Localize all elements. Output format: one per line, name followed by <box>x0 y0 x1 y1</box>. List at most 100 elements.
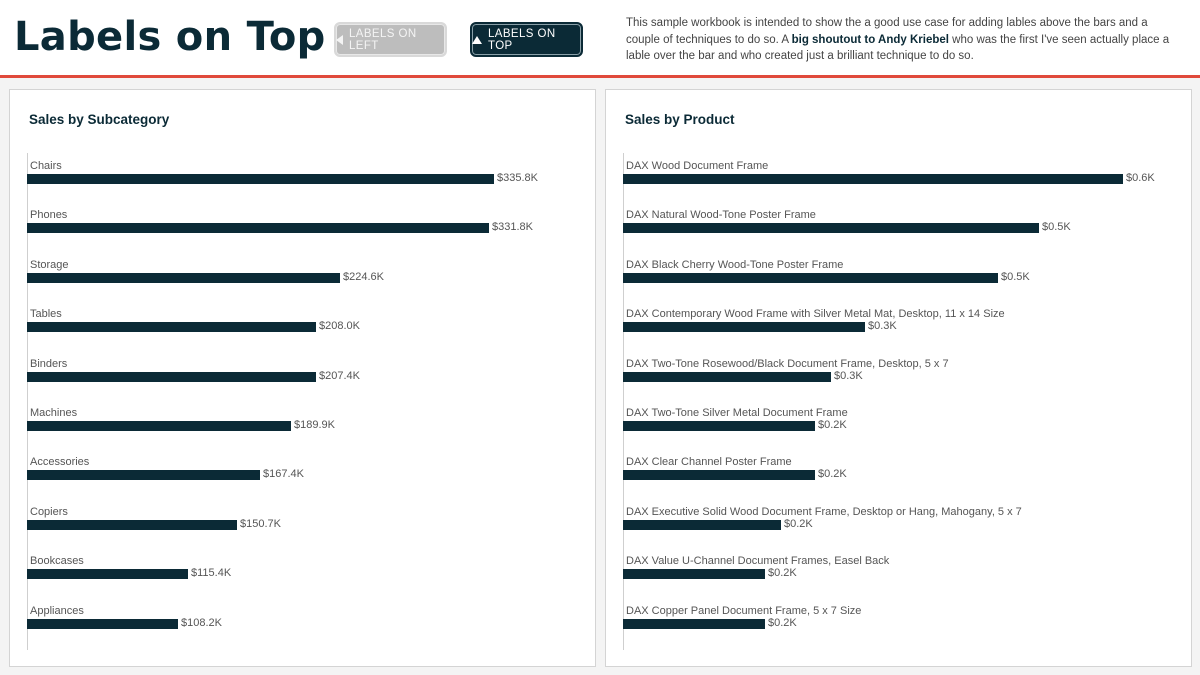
subcategory-value-label: $108.2K <box>181 616 222 629</box>
subcategory-bar-row: Phones $331.8K <box>27 209 587 249</box>
product-chart-panel: Sales by Product DAX Wood Document Frame… <box>605 89 1192 667</box>
product-value-label: $0.2K <box>768 616 797 629</box>
subcategory-value-label: $208.0K <box>319 320 360 333</box>
subcategory-chart-title: Sales by Subcategory <box>29 112 170 127</box>
labels-on-left-label: LABELS ON LEFT <box>349 27 417 52</box>
subcategory-value-label: $167.4K <box>263 468 304 481</box>
product-bar-row: DAX Wood Document Frame $0.6K <box>623 160 1183 200</box>
subcategory-category-label: Phones <box>30 209 68 222</box>
subcategory-bar[interactable] <box>27 421 291 431</box>
product-category-label: DAX Two-Tone Rosewood/Black Document Fra… <box>626 357 949 370</box>
product-value-label: $0.2K <box>818 468 847 481</box>
subcategory-category-label: Bookcases <box>30 555 84 568</box>
product-bar[interactable] <box>623 569 765 580</box>
subcategory-value-label: $150.7K <box>240 517 281 530</box>
arrow-up-icon <box>472 35 482 44</box>
product-bar[interactable] <box>623 322 865 333</box>
subcategory-bar-row: Appliances $108.2K <box>27 605 587 645</box>
page-title: Labels on Top <box>14 14 326 60</box>
product-value-label: $0.2K <box>784 517 813 530</box>
description-text-1: This sample workbook is intended to show… <box>626 17 1148 46</box>
product-bar[interactable] <box>623 421 815 431</box>
product-category-label: DAX Copper Panel Document Frame, 5 x 7 S… <box>626 604 862 617</box>
product-bar-row: DAX Contemporary Wood Frame with Silver … <box>623 308 1183 348</box>
product-bar-row: DAX Clear Channel Poster Frame $0.2K <box>623 456 1183 496</box>
header: Labels on Top LABELS ON LEFT LABELS ON T… <box>0 0 1200 78</box>
product-bar-row: DAX Copper Panel Document Frame, 5 x 7 S… <box>623 605 1183 645</box>
product-bar[interactable] <box>623 174 1123 184</box>
subcategory-category-label: Storage <box>30 258 69 271</box>
subcategory-bar-row: Binders $207.4K <box>27 358 587 398</box>
subcategory-bar[interactable] <box>27 470 260 481</box>
subcategory-category-label: Accessories <box>30 456 90 469</box>
product-value-label: $0.3K <box>868 320 897 333</box>
subcategory-bar-row: Bookcases $115.4K <box>27 555 587 595</box>
product-value-label: $0.3K <box>834 369 863 382</box>
product-category-label: DAX Wood Document Frame <box>626 160 769 172</box>
subcategory-category-label: Copiers <box>30 505 68 518</box>
product-bar-row: DAX Two-Tone Rosewood/Black Document Fra… <box>623 358 1183 398</box>
product-bar[interactable] <box>623 272 998 283</box>
subcategory-value-label: $335.8K <box>497 172 538 184</box>
product-bar[interactable] <box>623 470 815 481</box>
product-bar-row: DAX Value U-Channel Document Frames, Eas… <box>623 555 1183 595</box>
subcategory-bar[interactable] <box>27 223 489 234</box>
product-category-label: DAX Value U-Channel Document Frames, Eas… <box>626 555 890 568</box>
subcategory-category-label: Appliances <box>30 604 84 617</box>
product-category-label: DAX Natural Wood-Tone Poster Frame <box>626 209 816 222</box>
subcategory-bar[interactable] <box>27 322 316 333</box>
subcategory-bar[interactable] <box>27 174 494 184</box>
subcategory-bar[interactable] <box>27 519 237 530</box>
product-category-label: DAX Black Cherry Wood-Tone Poster Frame <box>626 258 844 271</box>
subcategory-bar-row: Machines $189.9K <box>27 407 587 447</box>
product-bar-row: DAX Executive Solid Wood Document Frame,… <box>623 506 1183 546</box>
subcategory-bar-row: Storage $224.6K <box>27 259 587 299</box>
subcategory-category-label: Tables <box>30 308 62 321</box>
product-value-label: $0.5K <box>1001 270 1030 283</box>
product-value-label: $0.6K <box>1126 172 1155 184</box>
labels-on-top-button[interactable]: LABELS ON TOP <box>470 22 583 57</box>
product-value-label: $0.2K <box>768 567 797 580</box>
subcategory-category-label: Machines <box>30 407 78 419</box>
arrow-left-icon <box>336 34 343 45</box>
description-highlight: big shoutout to Andy Kriebel <box>791 33 949 46</box>
product-bar-row: DAX Black Cherry Wood-Tone Poster Frame $… <box>623 259 1183 299</box>
subcategory-value-label: $207.4K <box>319 369 360 382</box>
subcategory-bar-row: Accessories $167.4K <box>27 456 587 496</box>
subcategory-value-label: $115.4K <box>191 567 232 580</box>
description-text-2: who was the first I've seen actually pla… <box>626 33 1170 63</box>
product-value-label: $0.5K <box>1042 221 1071 234</box>
product-category-label: DAX Executive Solid Wood Document Frame,… <box>626 505 1022 518</box>
subcategory-bar-row: Copiers $150.7K <box>27 506 587 546</box>
subcategory-bar-row: Tables $208.0K <box>27 308 587 348</box>
product-category-label: DAX Two-Tone Silver Metal Document Frame <box>626 407 848 419</box>
product-bar[interactable] <box>623 223 1039 234</box>
subcategory-bar[interactable] <box>27 618 178 629</box>
subcategory-axis-line <box>27 153 28 650</box>
product-category-label: DAX Contemporary Wood Frame with Silver … <box>626 308 1005 321</box>
product-bar[interactable] <box>623 519 781 530</box>
labels-on-left-button[interactable]: LABELS ON LEFT <box>334 22 447 57</box>
product-axis-line <box>623 153 624 650</box>
subcategory-bar-row: Chairs $335.8K <box>27 160 587 200</box>
product-bars: DAX Wood Document Frame $0.6K DAX Natural … <box>623 90 1183 668</box>
product-bar[interactable] <box>623 618 765 629</box>
subcategory-bar[interactable] <box>27 569 188 580</box>
product-chart-title: Sales by Product <box>625 112 735 127</box>
subcategory-value-label: $331.8K <box>492 221 533 234</box>
subcategory-value-label: $189.9K <box>294 419 335 431</box>
subcategory-bars: Chairs $335.8K Phones $331.8K Storage $224.6K… <box>27 90 587 668</box>
product-value-label: $0.2K <box>818 419 847 431</box>
subcategory-bar[interactable] <box>27 272 340 283</box>
subcategory-value-label: $224.6K <box>343 270 384 283</box>
product-bar[interactable] <box>623 371 831 382</box>
description: This sample workbook is intended to show… <box>626 15 1174 65</box>
product-bar-row: DAX Natural Wood-Tone Poster Frame $0.5K <box>623 209 1183 249</box>
subcategory-category-label: Chairs <box>30 160 62 172</box>
labels-on-top-label: LABELS ON TOP <box>488 27 556 52</box>
subcategory-chart-panel: Sales by Subcategory Chairs $335.8K Phones… <box>9 89 596 667</box>
product-bar-row: DAX Two-Tone Silver Metal Document Frame… <box>623 407 1183 447</box>
subcategory-bar[interactable] <box>27 371 316 382</box>
product-category-label: DAX Clear Channel Poster Frame <box>626 456 792 469</box>
subcategory-category-label: Binders <box>30 357 68 370</box>
